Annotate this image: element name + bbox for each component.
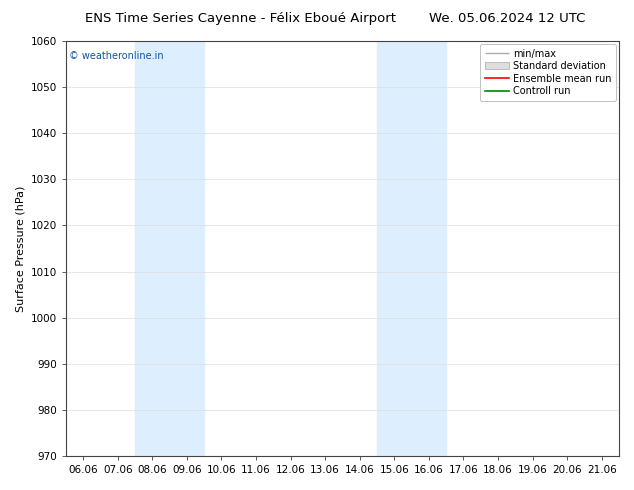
- Bar: [135, 41, 204, 456]
- Y-axis label: Surface Pressure (hPa): Surface Pressure (hPa): [15, 185, 25, 312]
- Text: © weatheronline.in: © weatheronline.in: [68, 51, 163, 61]
- Bar: [377, 41, 446, 456]
- Legend: min/max, Standard deviation, Ensemble mean run, Controll run: min/max, Standard deviation, Ensemble me…: [480, 44, 616, 101]
- Text: We. 05.06.2024 12 UTC: We. 05.06.2024 12 UTC: [429, 12, 585, 25]
- Text: ENS Time Series Cayenne - Félix Eboué Airport: ENS Time Series Cayenne - Félix Eboué Ai…: [86, 12, 396, 25]
